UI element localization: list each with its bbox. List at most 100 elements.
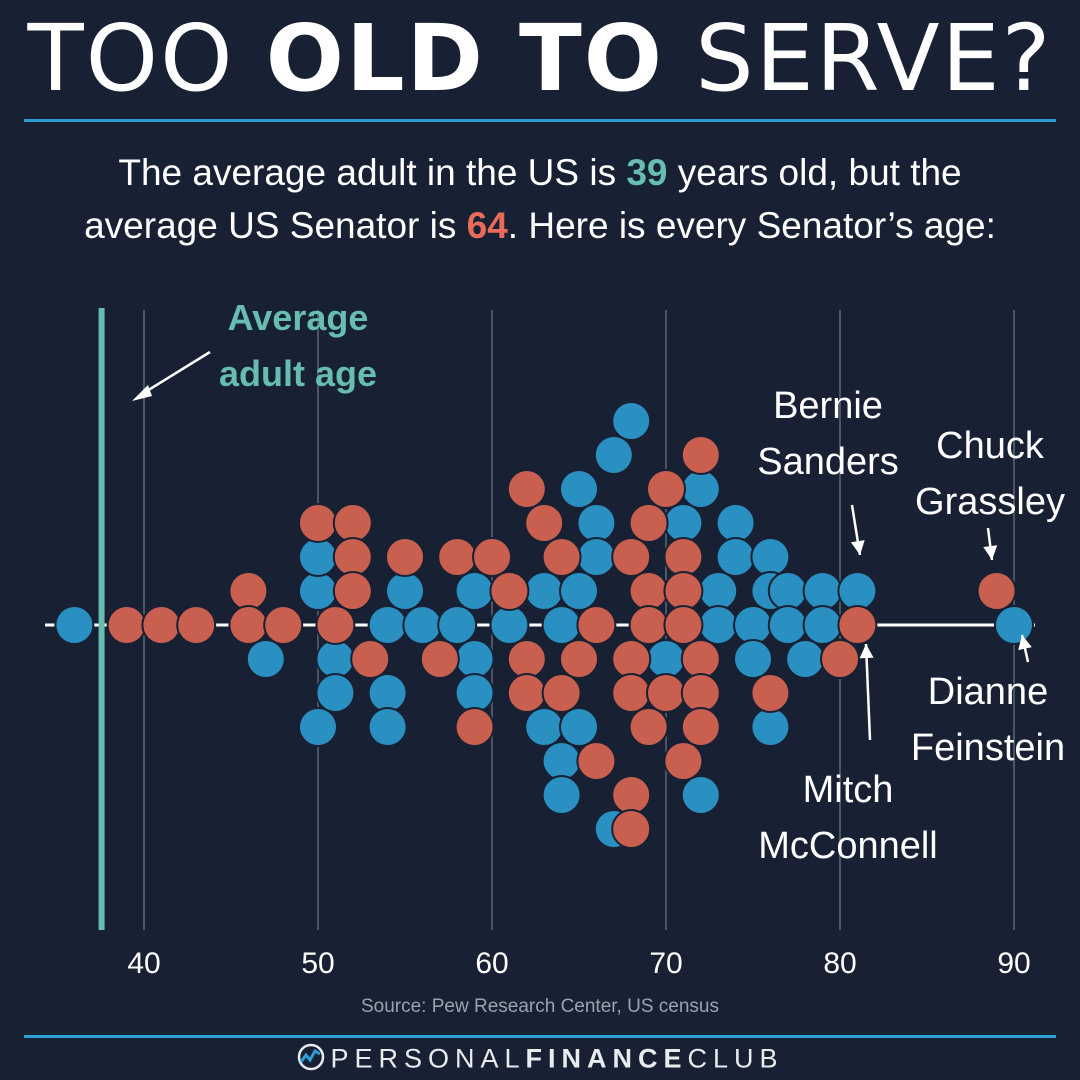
republican-senator-dot: [350, 639, 391, 679]
republican-senator-dot: [315, 605, 356, 645]
democrat-senator-dot: [559, 707, 599, 747]
republican-senator-dot: [646, 469, 686, 509]
democrat-senator-dot: [454, 673, 495, 713]
democrat-senator-dot: [767, 571, 808, 611]
republican-senator-dot: [559, 639, 599, 679]
republican-senator-dot: [628, 605, 669, 645]
mitch-mcconnell-arrow: [864, 643, 872, 741]
republican-senator-dot: [419, 639, 460, 679]
democrat-senator-dot: [454, 571, 495, 611]
democrat-senator-dot: [454, 639, 495, 679]
bernie-sanders-label-line-1: Bernie: [773, 385, 883, 427]
democrat-senator-dot: [541, 775, 582, 815]
subtitle-line-1: The average adult in the US is 39 years …: [0, 146, 1080, 199]
x-tick-label-90: 90: [997, 947, 1030, 980]
republican-senator-dot: [332, 571, 373, 611]
democrat-senator-dot: [245, 639, 286, 679]
republican-senator-dot: [332, 503, 373, 543]
democrat-senator-dot: [367, 673, 408, 713]
republican-senator-dot: [611, 537, 652, 577]
republican-senator-dot: [611, 775, 652, 815]
republican-senator-dot: [385, 537, 425, 577]
democrat-senator-dot: [298, 571, 338, 611]
democrat-senator-dot: [611, 401, 652, 441]
democrat-senator-dot: [559, 571, 599, 611]
reference-arrowhead: [132, 385, 152, 401]
republican-senator-dot: [454, 707, 495, 747]
title-part-3: SERVE?: [663, 5, 1053, 112]
subtitle-line-2: average US Senator is 64. Here is every …: [0, 199, 1080, 252]
republican-senator-dot: [750, 673, 791, 713]
subtitle-text: years old, but the: [667, 152, 962, 193]
average-adult-age-label-line-2: adult age: [219, 353, 377, 394]
democrat-senator-dot: [802, 571, 843, 611]
democrat-senator-dot: [750, 707, 791, 747]
democrat-senator-dot: [733, 639, 773, 679]
subtitle-text: average US Senator is: [84, 205, 467, 246]
dianne-feinstein-arrowhead: [1018, 635, 1032, 651]
republican-senator-dot: [541, 673, 582, 713]
page-title: TOO OLD TO SERVE?: [0, 4, 1080, 114]
x-tick-label-50: 50: [301, 947, 334, 980]
mitch-mcconnell-label-line-2: McConnell: [758, 825, 938, 867]
democrat-senator-dot: [559, 469, 599, 509]
democrat-senator-dot: [593, 435, 634, 475]
democrat-senator-dot: [489, 605, 530, 645]
republican-senator-dot: [663, 741, 704, 781]
democrat-senator-dot: [524, 571, 565, 611]
chuck-grassley-label-line-1: Chuck: [936, 425, 1045, 467]
republican-senator-dot: [141, 605, 182, 645]
senator-age-beeswarm-chart: Average adult age 40 50 60 70 80 90 Bernie Sand…: [45, 297, 1065, 980]
republican-senator-dot: [646, 673, 686, 713]
x-tick-label-60: 60: [475, 947, 508, 980]
democrat-senator-dot: [733, 605, 773, 645]
republican-senator-dot: [611, 639, 652, 679]
democrat-senator-dot: [715, 537, 756, 577]
average-adult-age-value: 39: [626, 152, 668, 193]
subtitle: The average adult in the US is 39 years …: [0, 146, 1080, 252]
mitch-mcconnell-label-line-1: Mitch: [803, 769, 894, 811]
democrat-senator-dot: [298, 537, 338, 577]
republican-senator-dot: [837, 605, 878, 645]
brand-footer: PERSONALFINANCECLUB: [0, 1042, 1080, 1079]
source-note: Source: Pew Research Center, US census: [360, 996, 719, 1017]
democrat-senator-dot: [663, 503, 704, 543]
democrat-senator-dot: [785, 639, 826, 679]
average-senator-age-value: 64: [466, 205, 508, 246]
republican-senator-dot: [472, 537, 512, 577]
democrat-senator-dot: [385, 571, 425, 611]
republican-senator-dot: [820, 639, 860, 679]
republican-senator-dot: [489, 571, 530, 611]
subtitle-text: . Here is every Senator’s age:: [507, 205, 996, 246]
democrat-senator-dot: [698, 605, 739, 645]
republican-senator-dot: [576, 741, 617, 781]
subtitle-text: The average adult in the US is: [118, 152, 627, 193]
top-divider: [24, 119, 1056, 122]
bernie-sanders-arrowhead: [850, 540, 865, 555]
democrat-senator-dot: [315, 673, 356, 713]
republican-senator-dot: [228, 605, 269, 645]
democrat-senator-dot: [367, 605, 408, 645]
republican-senator-dot: [628, 707, 669, 747]
republican-senator-dot: [298, 503, 338, 543]
democrat-senator-dot: [715, 503, 756, 543]
republican-senator-dot: [663, 537, 704, 577]
reference-arrow-shaft: [141, 350, 211, 396]
dianne-feinstein-label-line-2: Feinstein: [911, 727, 1065, 769]
senator-dots: [54, 401, 1034, 849]
democrat-senator-dot: [698, 571, 739, 611]
title-part-1: TOO: [27, 5, 266, 112]
democrat-senator-dot: [837, 571, 878, 611]
republican-senator-dot: [576, 605, 617, 645]
democrat-senator-dot: [802, 605, 843, 645]
republican-senator-dot: [680, 707, 721, 747]
x-tick-label-70: 70: [649, 947, 682, 980]
brand-club: CLUB: [687, 1043, 784, 1074]
democrat-senator-dot: [437, 605, 478, 645]
republican-senator-dot: [506, 469, 547, 509]
chuck-grassley-arrowhead: [983, 545, 998, 560]
democrat-senator-dot: [367, 707, 408, 747]
title-part-2: OLD TO: [265, 5, 664, 112]
democrat-senator-dot: [767, 605, 808, 645]
republican-senator-dot: [506, 639, 547, 679]
